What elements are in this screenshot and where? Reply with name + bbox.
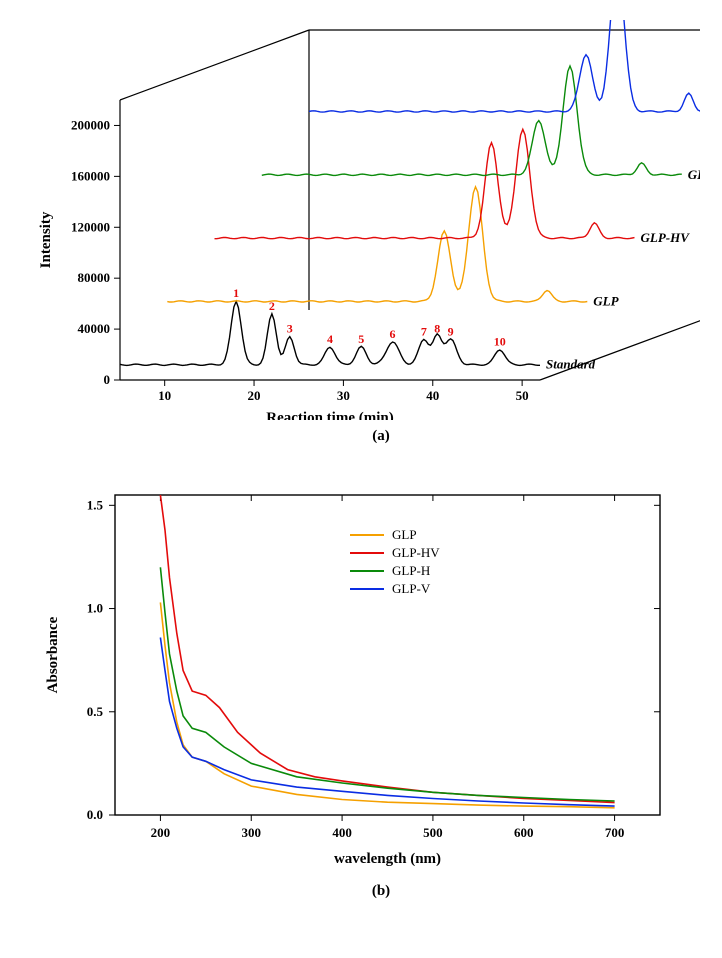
svg-text:1: 1 (233, 286, 239, 300)
svg-text:0.5: 0.5 (87, 704, 104, 719)
svg-text:wavelength (nm): wavelength (nm) (334, 851, 441, 867)
svg-text:600: 600 (514, 825, 534, 840)
svg-text:GLP-HV: GLP-HV (392, 545, 440, 560)
caption-a: (a) (20, 420, 722, 465)
caption-b: (b) (20, 875, 722, 920)
svg-text:GLP-V: GLP-V (392, 581, 431, 596)
svg-text:5: 5 (358, 332, 364, 346)
svg-text:6: 6 (390, 327, 396, 341)
svg-text:Absorbance: Absorbance (45, 616, 61, 693)
svg-text:80000: 80000 (78, 270, 111, 285)
svg-text:20: 20 (248, 388, 261, 403)
svg-text:3: 3 (287, 322, 293, 336)
svg-text:700: 700 (605, 825, 625, 840)
svg-text:GLP-HV: GLP-HV (641, 230, 691, 245)
svg-text:500: 500 (423, 825, 443, 840)
svg-text:10: 10 (494, 334, 506, 348)
svg-text:30: 30 (337, 388, 350, 403)
svg-text:8: 8 (434, 322, 440, 336)
svg-text:GLP-H: GLP-H (392, 563, 430, 578)
svg-text:Intensity: Intensity (38, 211, 54, 268)
svg-text:400: 400 (332, 825, 352, 840)
svg-text:160000: 160000 (71, 168, 110, 183)
chart-b: 200 300 400 500 600 700 0.0 0.5 1.0 1.5 wavelength… (20, 475, 700, 875)
svg-text:1.5: 1.5 (87, 497, 104, 512)
svg-text:40: 40 (426, 388, 439, 403)
panel-a: 10 20 30 40 50 0 40000 80000 120000 160000 200000 R… (20, 20, 722, 465)
svg-text:200: 200 (151, 825, 171, 840)
chart-a: 10 20 30 40 50 0 40000 80000 120000 160000 200000 R… (20, 20, 700, 420)
svg-text:50: 50 (516, 388, 529, 403)
svg-text:1.0: 1.0 (87, 601, 103, 616)
figure: 102030405004000080000120000160000200000R… (20, 20, 722, 920)
svg-text:0: 0 (104, 372, 111, 387)
svg-text:200000: 200000 (71, 117, 110, 132)
svg-text:GLP-H: GLP-H (688, 167, 700, 182)
panel-b: 200 300 400 500 600 700 0.0 0.5 1.0 1.5 wavelength… (20, 475, 722, 920)
svg-text:0.0: 0.0 (87, 807, 103, 822)
svg-text:GLP: GLP (593, 293, 619, 308)
svg-text:7: 7 (421, 324, 427, 338)
svg-text:40000: 40000 (78, 321, 111, 336)
svg-text:120000: 120000 (71, 219, 110, 234)
svg-text:9: 9 (448, 324, 454, 338)
svg-text:Standard: Standard (546, 357, 596, 372)
svg-text:4: 4 (327, 332, 333, 346)
svg-text:GLP: GLP (392, 527, 417, 542)
svg-text:10: 10 (158, 388, 171, 403)
svg-text:300: 300 (242, 825, 262, 840)
svg-text:Reaction time (min): Reaction time (min) (266, 410, 393, 420)
